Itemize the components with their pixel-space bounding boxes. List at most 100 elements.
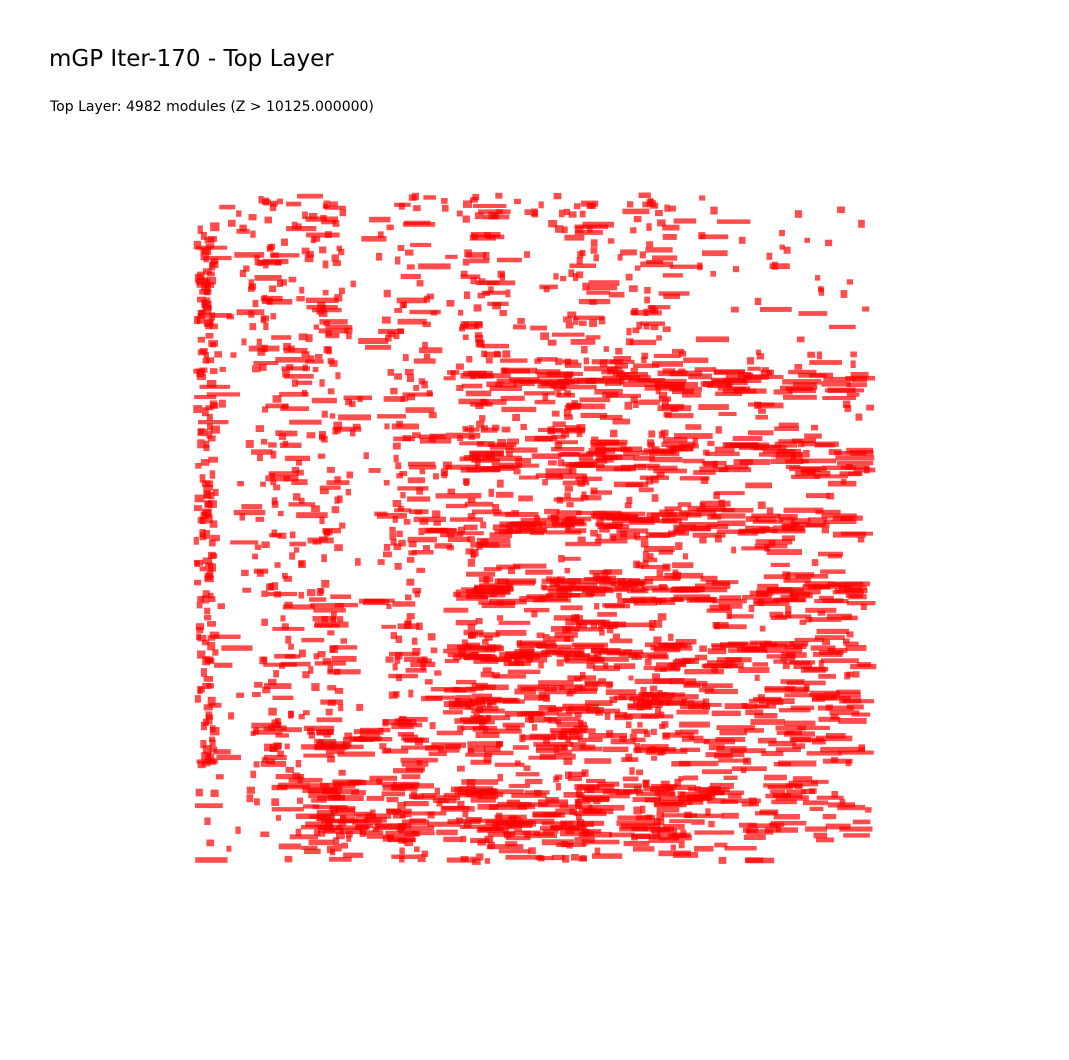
module-rect bbox=[625, 482, 643, 488]
module-rect bbox=[724, 703, 758, 709]
module-rect bbox=[261, 656, 267, 663]
module-rect bbox=[670, 844, 676, 851]
module-rect bbox=[324, 205, 346, 210]
module-rect bbox=[429, 722, 436, 730]
module-rect bbox=[203, 444, 210, 452]
module-rect bbox=[193, 536, 199, 545]
module-rect bbox=[397, 802, 406, 809]
module-rect bbox=[408, 540, 417, 548]
module-rect bbox=[325, 346, 332, 355]
module-rect bbox=[312, 616, 336, 622]
module-rect bbox=[797, 441, 805, 448]
module-rect bbox=[560, 830, 595, 837]
module-rect bbox=[584, 808, 602, 814]
module-rect bbox=[693, 739, 710, 744]
module-rect bbox=[197, 634, 207, 642]
module-rect bbox=[319, 431, 327, 439]
module-rect bbox=[550, 626, 580, 632]
module-rect bbox=[393, 332, 400, 340]
module-rect bbox=[251, 449, 273, 455]
module-rect bbox=[433, 473, 439, 480]
module-rect bbox=[660, 780, 670, 788]
module-rect bbox=[478, 278, 486, 285]
module-rect bbox=[633, 463, 660, 468]
module-rect bbox=[699, 195, 706, 201]
module-rect bbox=[609, 832, 635, 838]
module-rect bbox=[656, 807, 680, 813]
module-rect bbox=[745, 709, 764, 716]
module-rect bbox=[409, 309, 441, 315]
module-rect bbox=[203, 704, 213, 711]
module-rect bbox=[649, 378, 687, 383]
module-rect bbox=[525, 435, 553, 442]
module-rect bbox=[561, 522, 587, 527]
module-rect bbox=[648, 430, 656, 438]
module-rect bbox=[658, 850, 691, 857]
module-rect bbox=[257, 347, 266, 356]
module-rect bbox=[643, 560, 649, 567]
module-rect bbox=[581, 491, 587, 498]
module-rect bbox=[278, 843, 301, 850]
module-rect bbox=[237, 481, 244, 487]
module-rect bbox=[593, 254, 599, 262]
module-rect bbox=[303, 753, 335, 758]
module-rect bbox=[550, 685, 565, 690]
module-rect bbox=[672, 348, 685, 354]
module-rect bbox=[700, 500, 731, 507]
module-rect bbox=[403, 656, 426, 662]
module-rect bbox=[655, 210, 663, 217]
module-rect bbox=[858, 219, 865, 228]
module-rect bbox=[549, 728, 577, 733]
module-rect bbox=[784, 459, 809, 464]
module-rect bbox=[377, 513, 407, 519]
module-rect bbox=[472, 193, 480, 201]
module-rect bbox=[343, 737, 374, 742]
module-rect bbox=[334, 426, 362, 432]
module-rect bbox=[302, 211, 308, 219]
module-rect bbox=[645, 814, 653, 820]
module-rect bbox=[716, 219, 751, 224]
module-rect bbox=[201, 721, 208, 731]
module-rect bbox=[402, 354, 409, 361]
module-rect bbox=[497, 257, 522, 263]
module-rect bbox=[308, 213, 318, 220]
module-rect bbox=[307, 727, 315, 735]
module-rect bbox=[284, 601, 293, 609]
module-rect bbox=[653, 353, 681, 358]
module-rect bbox=[481, 603, 516, 609]
module-rect bbox=[712, 598, 747, 604]
module-rect bbox=[197, 336, 205, 343]
module-rect bbox=[504, 654, 525, 660]
module-rect bbox=[567, 776, 582, 782]
module-rect bbox=[718, 499, 725, 507]
module-rect bbox=[727, 380, 748, 386]
module-rect bbox=[839, 799, 846, 806]
module-rect bbox=[235, 826, 241, 834]
module-rect bbox=[394, 656, 401, 664]
module-rect bbox=[588, 280, 620, 286]
module-rect bbox=[318, 310, 328, 317]
module-rect bbox=[592, 442, 627, 447]
module-rect bbox=[613, 372, 649, 377]
module-rect bbox=[719, 595, 741, 601]
module-rect bbox=[209, 312, 215, 321]
module-rect bbox=[333, 421, 343, 430]
module-rect bbox=[353, 729, 378, 735]
module-rect bbox=[325, 325, 353, 330]
module-rect bbox=[715, 535, 722, 543]
module-rect bbox=[679, 729, 699, 735]
module-rect bbox=[599, 527, 605, 533]
module-rect bbox=[301, 825, 334, 830]
module-rect bbox=[339, 209, 347, 217]
module-rect bbox=[712, 644, 726, 651]
module-rect bbox=[466, 356, 473, 363]
module-rect bbox=[494, 529, 521, 534]
module-rect bbox=[679, 443, 699, 449]
module-rect bbox=[579, 320, 587, 326]
module-rect bbox=[718, 856, 727, 864]
module-rect bbox=[291, 479, 308, 485]
module-rect bbox=[610, 738, 636, 745]
module-rect bbox=[754, 674, 760, 681]
module-rect bbox=[770, 615, 787, 620]
module-rect bbox=[257, 259, 264, 267]
